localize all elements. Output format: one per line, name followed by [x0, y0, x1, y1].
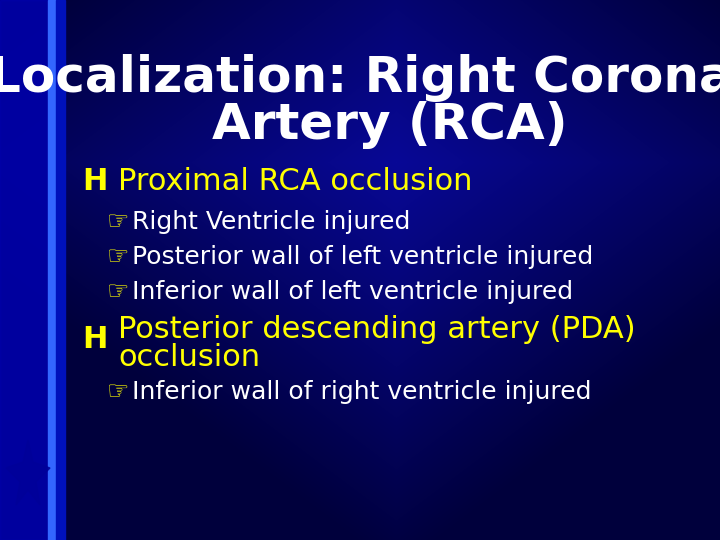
Text: Artery (RCA): Artery (RCA): [212, 101, 568, 149]
Polygon shape: [56, 0, 65, 540]
Text: H: H: [82, 167, 108, 197]
Text: occlusion: occlusion: [118, 342, 260, 372]
Text: Inferior wall of left ventricle injured: Inferior wall of left ventricle injured: [132, 280, 573, 304]
Text: ☞: ☞: [107, 380, 129, 404]
Polygon shape: [0, 0, 50, 540]
Polygon shape: [6, 440, 50, 505]
Text: Right Ventricle injured: Right Ventricle injured: [132, 210, 410, 234]
Polygon shape: [48, 0, 58, 540]
Text: H: H: [82, 326, 108, 354]
Text: Inferior wall of right ventricle injured: Inferior wall of right ventricle injured: [132, 380, 592, 404]
Text: Posterior descending artery (PDA): Posterior descending artery (PDA): [118, 315, 636, 345]
Text: ☞: ☞: [107, 210, 129, 234]
Text: ☞: ☞: [107, 280, 129, 304]
Text: ☞: ☞: [107, 245, 129, 269]
Text: Posterior wall of left ventricle injured: Posterior wall of left ventricle injured: [132, 245, 593, 269]
Text: Proximal RCA occlusion: Proximal RCA occlusion: [118, 167, 472, 197]
Text: Localization: Right Coronary: Localization: Right Coronary: [0, 54, 720, 102]
